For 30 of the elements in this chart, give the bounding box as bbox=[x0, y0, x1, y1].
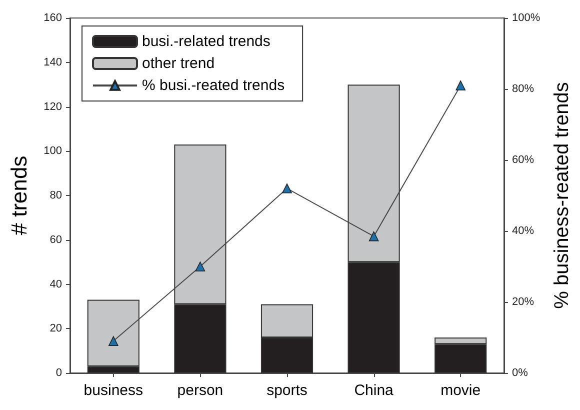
point bbox=[108, 336, 118, 346]
y2-tick-label: 20% bbox=[512, 296, 534, 308]
y2-tick-label: 40% bbox=[512, 225, 534, 237]
legend-label: busi.-related trends bbox=[142, 33, 270, 50]
legend-label: % busi.-reated trends bbox=[142, 77, 285, 94]
y2-tick-label: 0% bbox=[512, 367, 528, 379]
y-tick-label: 160 bbox=[44, 12, 62, 24]
y-tick-label: 120 bbox=[44, 100, 62, 113]
y-tick-label: 140 bbox=[44, 56, 62, 68]
y2-tick-label: 100% bbox=[512, 12, 540, 24]
y-tick-label: 40 bbox=[50, 278, 62, 290]
x-tick-label: sports bbox=[266, 382, 308, 399]
x-tick-label: person bbox=[177, 382, 224, 399]
point bbox=[456, 80, 466, 90]
point bbox=[282, 184, 292, 194]
point bbox=[368, 231, 379, 242]
x-tick-label: movie bbox=[440, 382, 481, 399]
point bbox=[195, 262, 206, 272]
y2-tick-label: 80% bbox=[512, 83, 534, 95]
x-tick-label: business bbox=[84, 382, 143, 399]
y-tick-label: 60 bbox=[50, 234, 62, 246]
y-tick-label: 0 bbox=[56, 367, 62, 379]
y-tick-label: 20 bbox=[50, 322, 62, 335]
y2-axis-title: % business-reated trends bbox=[551, 82, 573, 309]
y2-tick-label: 60% bbox=[512, 154, 534, 166]
y-axis-title: # trends bbox=[6, 156, 32, 236]
x-tick-label: China bbox=[354, 382, 394, 399]
y-tick-label: 80 bbox=[50, 190, 62, 202]
y-tick-label: 100 bbox=[44, 145, 62, 158]
legend-label: other trend bbox=[142, 55, 215, 72]
